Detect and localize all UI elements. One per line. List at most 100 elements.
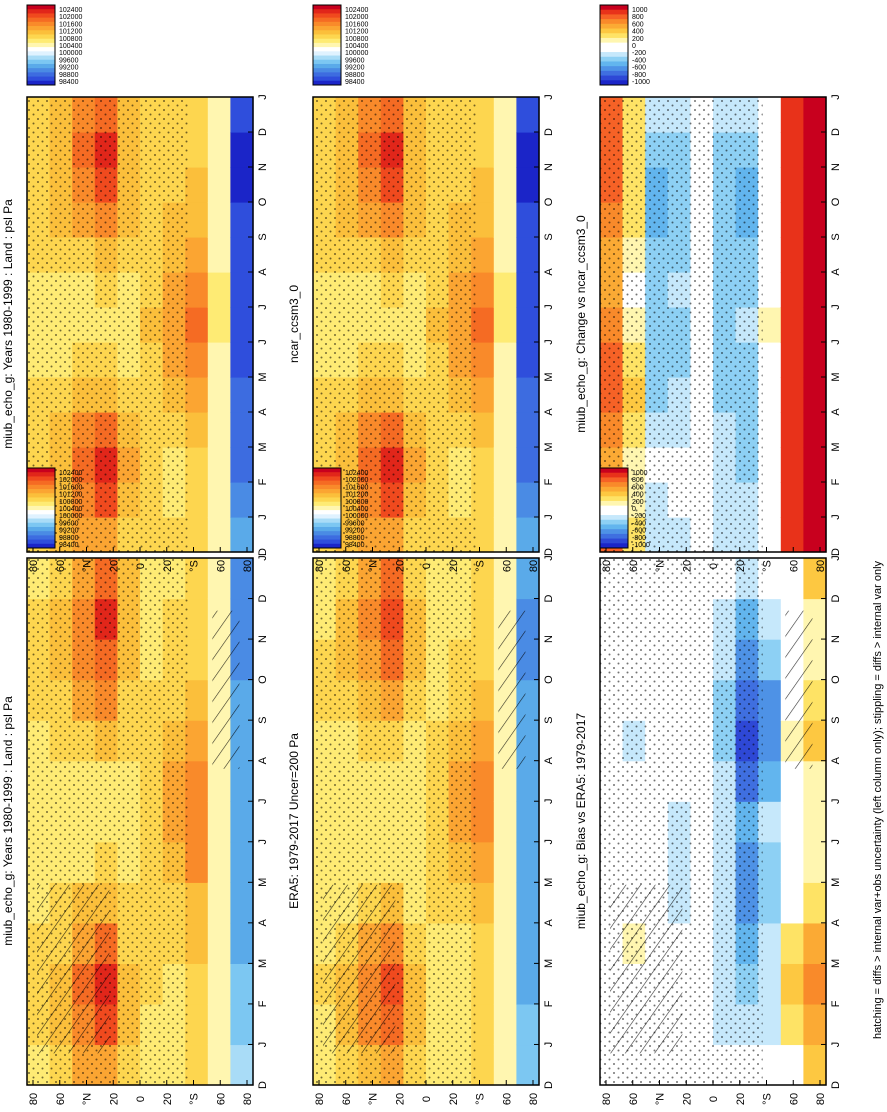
heatmap-cell xyxy=(516,963,540,1005)
lat-tick-label: 60 xyxy=(215,560,227,572)
panel-p2-model-land: miub_echo_g: Years 1980-1999 : Land : ps… xyxy=(1,94,269,572)
colorbar-label: 102400 xyxy=(59,470,82,477)
colorbar-swatch xyxy=(27,55,55,61)
colorbar-label: -600 xyxy=(632,65,646,72)
month-tick-label: M xyxy=(257,878,269,887)
colorbar-swatch xyxy=(313,42,341,48)
month-tick-label: J xyxy=(543,555,555,561)
colorbar-label: 600 xyxy=(632,484,644,491)
heatmap-cell xyxy=(758,132,782,168)
colorbar-swatch xyxy=(313,5,341,10)
colorbar-swatch xyxy=(600,52,628,58)
heatmap-cell xyxy=(207,167,231,203)
heatmap-cell xyxy=(471,97,495,133)
month-tick-label: J xyxy=(543,339,555,345)
month-tick-label: A xyxy=(830,268,842,276)
colorbar-swatch xyxy=(600,33,628,39)
heatmap-cell xyxy=(207,97,231,133)
heatmap-cell xyxy=(803,1044,827,1086)
lat-tick-label: 80 xyxy=(242,1093,254,1105)
colorbar-label: -800 xyxy=(632,72,646,79)
colorbar-label: 101200 xyxy=(59,492,82,499)
heatmap-cell xyxy=(780,760,804,802)
colorbar-swatch xyxy=(313,518,341,524)
colorbar-frame xyxy=(26,467,56,549)
heatmap-cell xyxy=(207,377,231,413)
colorbar-swatch xyxy=(27,518,55,524)
heatmap-cell xyxy=(493,517,517,553)
heatmap-cell xyxy=(780,97,804,133)
heatmap-cell xyxy=(493,167,517,203)
heatmap-cell xyxy=(471,482,495,518)
lat-tick-label: °S xyxy=(189,1093,201,1105)
colorbar-label: 800 xyxy=(632,14,644,21)
colorbar-label: 100000 xyxy=(59,513,82,520)
lat-tick-label: 20 xyxy=(394,1093,406,1105)
lat-tick-label: 80 xyxy=(528,560,540,572)
heatmap-cell xyxy=(516,882,540,924)
heatmap-cell xyxy=(207,963,231,1005)
heatmap-cell xyxy=(185,963,209,1005)
colorbar-swatch xyxy=(313,51,341,57)
heatmap-cell xyxy=(185,882,209,924)
heatmap-cell xyxy=(207,517,231,553)
colorbar-p4: 1024001020001016001012001008001004001000… xyxy=(312,4,368,86)
heatmap-cell xyxy=(207,1044,231,1086)
heatmap-cell xyxy=(471,558,495,600)
heatmap-cell xyxy=(185,922,209,964)
heatmap-cell xyxy=(758,558,782,600)
heatmap-cell xyxy=(185,342,209,378)
heatmap-cell xyxy=(780,132,804,168)
lat-tick-label: 20 xyxy=(448,1093,460,1105)
heatmap-cell xyxy=(758,841,782,883)
heatmap-cell xyxy=(758,482,782,518)
colorbar-swatch xyxy=(27,68,55,73)
heatmap-cell xyxy=(185,202,209,238)
heatmap-cell xyxy=(803,760,827,802)
heatmap-cell xyxy=(185,237,209,273)
month-tick-label: S xyxy=(830,233,842,240)
colorbar-swatch xyxy=(27,468,55,473)
heatmap-cell xyxy=(185,801,209,843)
heatmap-cell xyxy=(207,132,231,168)
colorbar-label: 99600 xyxy=(345,57,365,64)
month-tick-label: D xyxy=(543,548,555,556)
heatmap-cell xyxy=(471,922,495,964)
lat-tick-label: 80 xyxy=(242,560,254,572)
colorbar-label: -400 xyxy=(632,520,646,527)
lat-tick-label: 20 xyxy=(108,560,120,572)
month-tick-label: A xyxy=(830,919,842,927)
panel-title: miub_echo_g: Years 1980-1999 : Land : ps… xyxy=(1,696,15,946)
month-tick-label: A xyxy=(257,756,269,764)
lat-tick-label: 0 xyxy=(135,563,147,569)
hatch-overlay xyxy=(323,884,396,1054)
colorbar-swatch xyxy=(313,543,341,549)
colorbar-swatch xyxy=(313,522,341,528)
colorbar-swatch xyxy=(600,14,628,20)
lat-tick-label: 20 xyxy=(735,1093,747,1105)
lat-tick-label: 80 xyxy=(314,560,326,572)
colorbar-swatch xyxy=(600,70,628,77)
colorbar-swatch xyxy=(600,37,628,44)
panel-p5-bias-vs-era5: miub_echo_g: Bias vs ERA5: 1979-2017 D J F M… xyxy=(574,555,842,1105)
heatmap-cell xyxy=(207,447,231,483)
colorbar-label: 100000 xyxy=(345,50,368,57)
month-tick-label: A xyxy=(830,408,842,416)
colorbar-swatch xyxy=(27,17,55,23)
heatmap-cell xyxy=(207,412,231,448)
month-tick-label: J xyxy=(543,1042,555,1048)
colorbar-swatch xyxy=(313,30,341,35)
colorbar-label: 102400 xyxy=(345,470,368,477)
heatmap-cell xyxy=(516,1044,540,1086)
month-tick-label: J xyxy=(543,94,555,100)
heatmap-cell xyxy=(185,97,209,133)
month-tick-label: J xyxy=(257,339,269,345)
heatmap-cell xyxy=(230,801,254,843)
heatmap-cell xyxy=(471,447,495,483)
month-tick-label: D xyxy=(543,128,555,136)
heatmap-cell xyxy=(780,922,804,964)
colorbar-label: 98400 xyxy=(345,542,365,549)
heatmap-cell xyxy=(230,1003,254,1046)
lat-tick-label: 0 xyxy=(708,1096,720,1102)
